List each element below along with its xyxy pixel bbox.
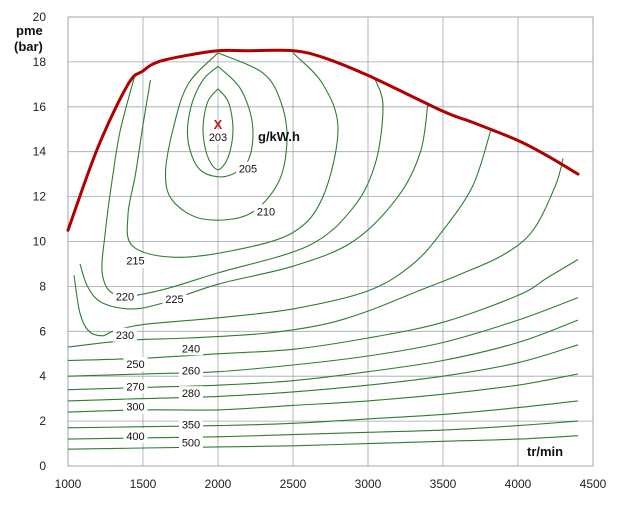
plot-frame <box>67 16 594 467</box>
contour-label-bg-215 <box>123 253 148 268</box>
contour-label-bg-260 <box>179 363 203 378</box>
contour-210 <box>164 52 288 221</box>
y-tick-4: 4 <box>39 369 46 383</box>
contour-label-bg-500 <box>179 435 203 450</box>
contour-500 <box>67 435 579 450</box>
unit-label: g/kW.h <box>258 129 300 144</box>
contour-label-210: 210 <box>257 206 275 218</box>
contour-label-bg-220 <box>113 289 137 304</box>
y-tick-10: 10 <box>33 235 47 249</box>
optimum-marker: X <box>214 117 223 132</box>
y-tick-8: 8 <box>39 279 46 293</box>
contour-label-215: 215 <box>126 256 144 268</box>
contour-label-300: 300 <box>126 402 144 414</box>
y-tick-0: 0 <box>39 459 46 473</box>
contour-label-bg-205 <box>236 161 260 176</box>
contour-220 <box>101 72 384 297</box>
contour-label-bg-203 <box>206 130 230 145</box>
full-load-curve <box>66 48 580 232</box>
contour-label-220: 220 <box>116 292 134 304</box>
bsfc-contours <box>67 52 579 450</box>
contour-label-250: 250 <box>126 359 144 371</box>
contour-label-bg-270 <box>123 379 148 394</box>
contour-label-bg-230 <box>113 327 137 342</box>
contour-label-270: 270 <box>126 381 144 393</box>
x-tick-2500: 2500 <box>280 477 307 491</box>
x-tick-1000: 1000 <box>55 477 82 491</box>
contour-label-205: 205 <box>239 164 257 176</box>
contour-240 <box>67 158 564 348</box>
contour-350 <box>67 400 579 429</box>
contour-label-350: 350 <box>182 420 200 432</box>
contour-labels: 203 205 210 215 220 225 230 240 250 260 270 280 300 3… <box>113 130 278 450</box>
x-tick-1500: 1500 <box>130 477 157 491</box>
grid <box>67 16 594 467</box>
contour-label-bg-225 <box>162 291 187 306</box>
contour-label-bg-300 <box>123 399 148 414</box>
contour-205 <box>186 65 254 178</box>
contour-label-400: 400 <box>126 431 144 443</box>
contour-230 <box>73 129 492 337</box>
contour-225 <box>79 102 429 310</box>
y-tick-2: 2 <box>39 414 46 428</box>
contour-label-bg-400 <box>123 428 148 443</box>
contour-260 <box>67 297 579 377</box>
contour-400 <box>67 420 579 440</box>
contour-label-500: 500 <box>182 438 200 450</box>
contour-label-280: 280 <box>182 388 200 400</box>
y-tick-20: 20 <box>33 10 47 24</box>
contour-label-bg-250 <box>123 356 148 371</box>
contour-270 <box>67 319 579 391</box>
contour-250 <box>67 259 579 362</box>
x-tick-2000: 2000 <box>205 477 232 491</box>
x-tick-4500: 4500 <box>580 477 607 491</box>
contour-215 <box>126 52 339 258</box>
contour-label-260: 260 <box>182 366 200 378</box>
y-tick-18: 18 <box>33 55 47 69</box>
contour-label-bg-240 <box>179 341 203 356</box>
x-tick-3500: 3500 <box>430 477 457 491</box>
contour-label-bg-350 <box>179 417 203 432</box>
contour-label-240: 240 <box>182 343 200 355</box>
contour-label-203: 203 <box>209 132 227 144</box>
contour-label-bg-210 <box>254 204 278 219</box>
x-axis-title: tr/min <box>527 444 563 459</box>
full-load-curve-group <box>66 48 580 232</box>
contour-203 <box>202 88 234 171</box>
y-axis-title-line2: (bar) <box>14 39 43 54</box>
contour-label-bg-280 <box>179 386 203 401</box>
contour-280 <box>67 344 579 402</box>
contour-label-230: 230 <box>116 330 134 342</box>
contour-300 <box>67 373 579 413</box>
y-tick-14: 14 <box>33 145 47 159</box>
contour-label-225: 225 <box>165 294 183 306</box>
x-tick-4000: 4000 <box>505 477 532 491</box>
y-tick-6: 6 <box>39 324 46 338</box>
y-tick-12: 12 <box>33 190 47 204</box>
y-tick-16: 16 <box>33 100 47 114</box>
x-tick-3000: 3000 <box>355 477 382 491</box>
y-axis-title-line1: pme <box>16 23 43 38</box>
axis-ticks: 1000 1500 2000 2500 3000 3500 4000 4500 0 2 4 6 8 10 1… <box>33 10 607 491</box>
